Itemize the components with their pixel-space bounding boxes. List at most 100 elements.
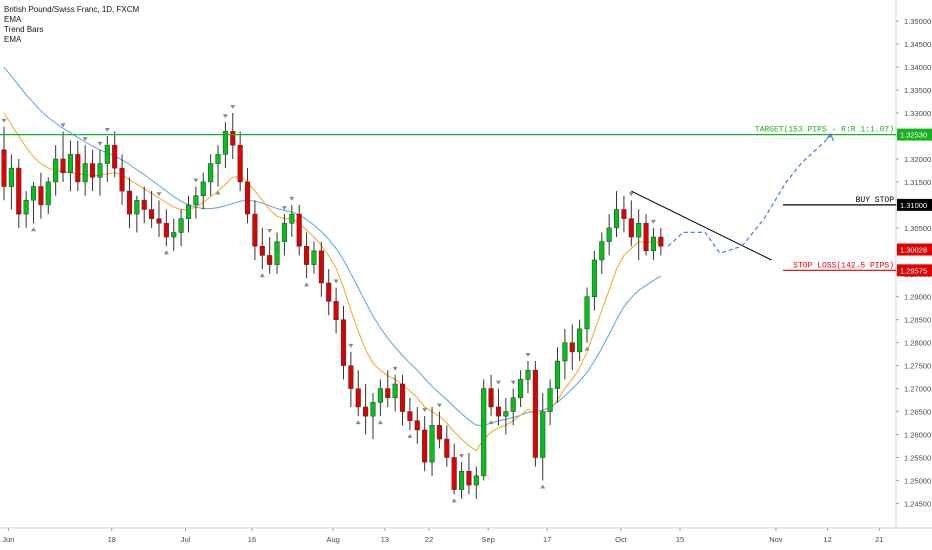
bull-candle[interactable]	[613, 209, 620, 229]
bull-candle[interactable]	[562, 342, 568, 362]
bull-candle[interactable]	[584, 296, 590, 330]
bull-candle[interactable]	[473, 475, 479, 486]
bull-candle[interactable]	[636, 223, 642, 238]
bull-candle[interactable]	[503, 411, 509, 417]
bear-candle[interactable]	[569, 342, 575, 353]
bear-candle[interactable]	[363, 406, 369, 417]
descending-trendline[interactable]	[631, 190, 772, 261]
bear-candle[interactable]	[259, 245, 265, 256]
bull-candle[interactable]	[591, 259, 597, 297]
bear-candle[interactable]	[399, 383, 406, 412]
legend-item-ema-1[interactable]: EMA	[4, 15, 22, 24]
bull-candle[interactable]	[67, 154, 73, 173]
bear-candle[interactable]	[355, 388, 361, 408]
bull-candle[interactable]	[459, 471, 465, 490]
bull-candle[interactable]	[200, 181, 206, 196]
bull-candle[interactable]	[53, 158, 59, 183]
bear-candle[interactable]	[628, 218, 634, 238]
bear-candle[interactable]	[60, 158, 66, 173]
bull-candle[interactable]	[311, 250, 317, 265]
bull-candle[interactable]	[222, 131, 228, 155]
bear-candle[interactable]	[141, 200, 147, 210]
bear-candle[interactable]	[38, 186, 44, 206]
bull-candle[interactable]	[392, 383, 398, 399]
bull-candle[interactable]	[215, 154, 221, 164]
bear-candle[interactable]	[495, 406, 502, 417]
bear-candle[interactable]	[488, 388, 494, 408]
bear-candle[interactable]	[252, 213, 258, 247]
bull-candle[interactable]	[481, 388, 487, 477]
bear-candle[interactable]	[333, 301, 339, 320]
bear-candle[interactable]	[643, 223, 649, 252]
bear-candle[interactable]	[119, 167, 125, 192]
bear-candle[interactable]	[658, 236, 664, 247]
bull-candle[interactable]	[97, 163, 103, 178]
bear-candle[interactable]	[163, 223, 169, 238]
bear-candle[interactable]	[296, 213, 302, 247]
bull-candle[interactable]	[45, 181, 51, 206]
bull-candle[interactable]	[429, 425, 435, 463]
bull-candle[interactable]	[281, 223, 287, 242]
bear-candle[interactable]	[444, 438, 450, 458]
bear-candle[interactable]	[621, 209, 627, 219]
bull-candle[interactable]	[134, 200, 140, 215]
bear-candle[interactable]	[156, 218, 162, 224]
bear-candle[interactable]	[340, 319, 347, 366]
bull-candle[interactable]	[274, 241, 280, 265]
bull-candle[interactable]	[193, 195, 199, 206]
bear-candle[interactable]	[348, 365, 354, 389]
bull-candle[interactable]	[599, 241, 605, 261]
bull-candle[interactable]	[377, 388, 383, 403]
bear-candle[interactable]	[466, 471, 472, 486]
bear-candle[interactable]	[532, 369, 538, 458]
bull-candle[interactable]	[554, 360, 561, 389]
bull-candle[interactable]	[606, 227, 612, 242]
bull-candle[interactable]	[8, 167, 14, 187]
bull-candle[interactable]	[650, 236, 656, 252]
bull-candle[interactable]	[104, 144, 110, 164]
bull-candle[interactable]	[510, 397, 516, 412]
stop-loss-level-price-badge	[897, 264, 932, 277]
bear-candle[interactable]	[436, 425, 442, 440]
bear-candle[interactable]	[16, 167, 22, 215]
bull-candle[interactable]	[518, 379, 524, 399]
bear-candle[interactable]	[326, 282, 332, 302]
bull-candle[interactable]	[30, 186, 37, 201]
bear-candle[interactable]	[75, 154, 81, 183]
fractal-high-marker	[348, 343, 354, 348]
bear-candle[interactable]	[1, 149, 7, 187]
bear-candle[interactable]	[112, 144, 118, 169]
bear-candle[interactable]	[237, 144, 243, 183]
bear-candle[interactable]	[385, 388, 391, 399]
bear-candle[interactable]	[451, 457, 457, 490]
bull-candle[interactable]	[171, 232, 177, 238]
bull-candle[interactable]	[525, 369, 531, 380]
bull-candle[interactable]	[547, 388, 553, 412]
bear-candle[interactable]	[407, 411, 413, 421]
bear-candle[interactable]	[230, 131, 236, 146]
bull-candle[interactable]	[185, 204, 192, 219]
projection-path[interactable]	[667, 135, 832, 254]
bear-candle[interactable]	[267, 255, 273, 265]
bull-candle[interactable]	[23, 200, 29, 215]
bear-candle[interactable]	[244, 181, 251, 215]
bull-candle[interactable]	[577, 328, 583, 353]
bear-candle[interactable]	[126, 190, 133, 215]
bear-candle[interactable]	[422, 429, 428, 463]
symbol-title[interactable]: British Pound/Swiss Franc, 1D, FXCM	[4, 5, 140, 14]
bull-candle[interactable]	[178, 218, 184, 233]
bear-candle[interactable]	[149, 209, 155, 219]
legend-item-trend-bars[interactable]: Trend Bars	[4, 25, 44, 34]
bull-candle[interactable]	[540, 411, 546, 458]
bull-candle[interactable]	[289, 213, 295, 224]
bull-candle[interactable]	[370, 402, 376, 417]
bear-candle[interactable]	[414, 420, 420, 431]
bull-candle[interactable]	[208, 163, 214, 183]
bear-candle[interactable]	[318, 250, 324, 284]
legend-item-ema-2[interactable]: EMA	[4, 35, 22, 44]
bear-candle[interactable]	[304, 245, 310, 265]
bear-candle[interactable]	[90, 163, 96, 178]
bull-candle[interactable]	[82, 163, 88, 183]
